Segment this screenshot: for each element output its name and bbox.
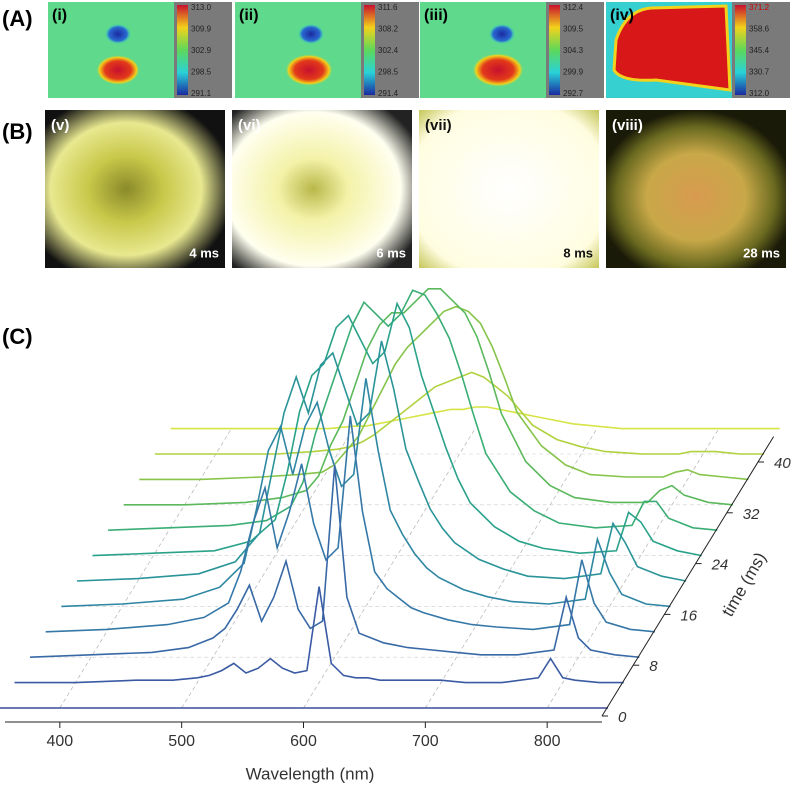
image-label: (i) bbox=[52, 7, 67, 24]
image-label: (vii) bbox=[425, 117, 452, 134]
spectrum-trace bbox=[92, 301, 702, 557]
photo bbox=[232, 110, 412, 268]
colorbar-label: 308.2 bbox=[378, 25, 399, 34]
spectrum-trace bbox=[123, 288, 733, 506]
x-tick-label: 800 bbox=[534, 733, 561, 750]
x-tick-label: 500 bbox=[168, 733, 195, 750]
colorbar-label: 371.2 bbox=[749, 3, 770, 12]
hot-spot bbox=[96, 55, 140, 85]
z-axis bbox=[601, 436, 775, 717]
colorbar-label: 302.4 bbox=[378, 46, 399, 55]
photo bbox=[419, 110, 599, 268]
grid-line bbox=[424, 428, 598, 709]
colorbar bbox=[364, 5, 375, 95]
cold-spot bbox=[105, 24, 131, 44]
cold-spot bbox=[489, 24, 515, 44]
photo bbox=[606, 110, 786, 268]
time-label: 8 ms bbox=[563, 245, 593, 260]
x-axis-title: Wavelength (nm) bbox=[246, 764, 375, 783]
x-tick-label: 700 bbox=[412, 733, 439, 750]
z-tick-label: 24 bbox=[711, 557, 729, 574]
z-tick-label: 32 bbox=[743, 506, 760, 523]
grid-line bbox=[546, 428, 720, 709]
hot-spot bbox=[285, 54, 333, 86]
spectrum-trace bbox=[45, 415, 655, 633]
x-tick-label: 600 bbox=[290, 733, 317, 750]
spectrum-trace bbox=[154, 371, 765, 455]
spectrum-trace bbox=[108, 289, 718, 531]
colorbar-label: 304.3 bbox=[563, 46, 584, 55]
spectrum-trace bbox=[76, 340, 687, 582]
cold-spot bbox=[298, 24, 324, 44]
colorbar bbox=[549, 5, 560, 95]
grid-line bbox=[303, 428, 476, 709]
grid-line bbox=[59, 428, 232, 709]
image-label: (v) bbox=[51, 117, 69, 134]
colorbar-label: 312.0 bbox=[749, 89, 770, 98]
image-label: (vi) bbox=[238, 117, 261, 134]
colorbar-label: 311.6 bbox=[378, 3, 398, 12]
z-tick-label: 16 bbox=[680, 607, 697, 624]
spectrum-trace bbox=[30, 465, 640, 658]
time-label: 28 ms bbox=[743, 245, 780, 260]
z-tick-label: 8 bbox=[649, 658, 658, 675]
hot-spot bbox=[472, 53, 524, 87]
colorbar-label: 291.1 bbox=[191, 89, 212, 98]
panel-label: (C) bbox=[2, 324, 33, 349]
time-label: 6 ms bbox=[376, 245, 406, 260]
spectrum-trace bbox=[14, 586, 624, 684]
colorbar-label: 345.4 bbox=[749, 46, 770, 55]
image-label: (iii) bbox=[424, 7, 448, 24]
x-tick-label: 400 bbox=[46, 733, 73, 750]
colorbar-label: 298.5 bbox=[191, 68, 212, 77]
colorbar-label: 291.4 bbox=[378, 89, 399, 98]
colorbar bbox=[735, 5, 746, 95]
colorbar-label: 358.6 bbox=[749, 25, 770, 34]
colorbar-label: 309.5 bbox=[563, 25, 584, 34]
colorbar-label: 299.9 bbox=[563, 68, 584, 77]
colorbar-label: 292.7 bbox=[563, 89, 584, 98]
time-label: 4 ms bbox=[189, 245, 219, 260]
z-tick-label: 0 bbox=[618, 709, 627, 726]
image-label: (viii) bbox=[612, 117, 643, 134]
colorbar bbox=[177, 5, 188, 95]
colorbar-label: 309.9 bbox=[191, 25, 212, 34]
panel-label: (B) bbox=[2, 119, 33, 144]
image-label: (iv) bbox=[610, 7, 634, 24]
panel-label: (A) bbox=[2, 6, 33, 31]
hot-region bbox=[612, 4, 732, 92]
z-tick-label: 40 bbox=[774, 455, 791, 472]
colorbar-label: 302.9 bbox=[191, 46, 212, 55]
spectrum-trace bbox=[170, 406, 780, 430]
photo bbox=[45, 110, 225, 268]
grid-line bbox=[181, 428, 354, 709]
colorbar-label: 313.0 bbox=[191, 3, 212, 12]
colorbar-label: 312.4 bbox=[563, 3, 584, 12]
spectrum-trace bbox=[61, 378, 671, 608]
image-label: (ii) bbox=[239, 7, 259, 24]
colorbar-label: 330.7 bbox=[749, 68, 770, 77]
colorbar-label: 298.5 bbox=[378, 68, 399, 77]
